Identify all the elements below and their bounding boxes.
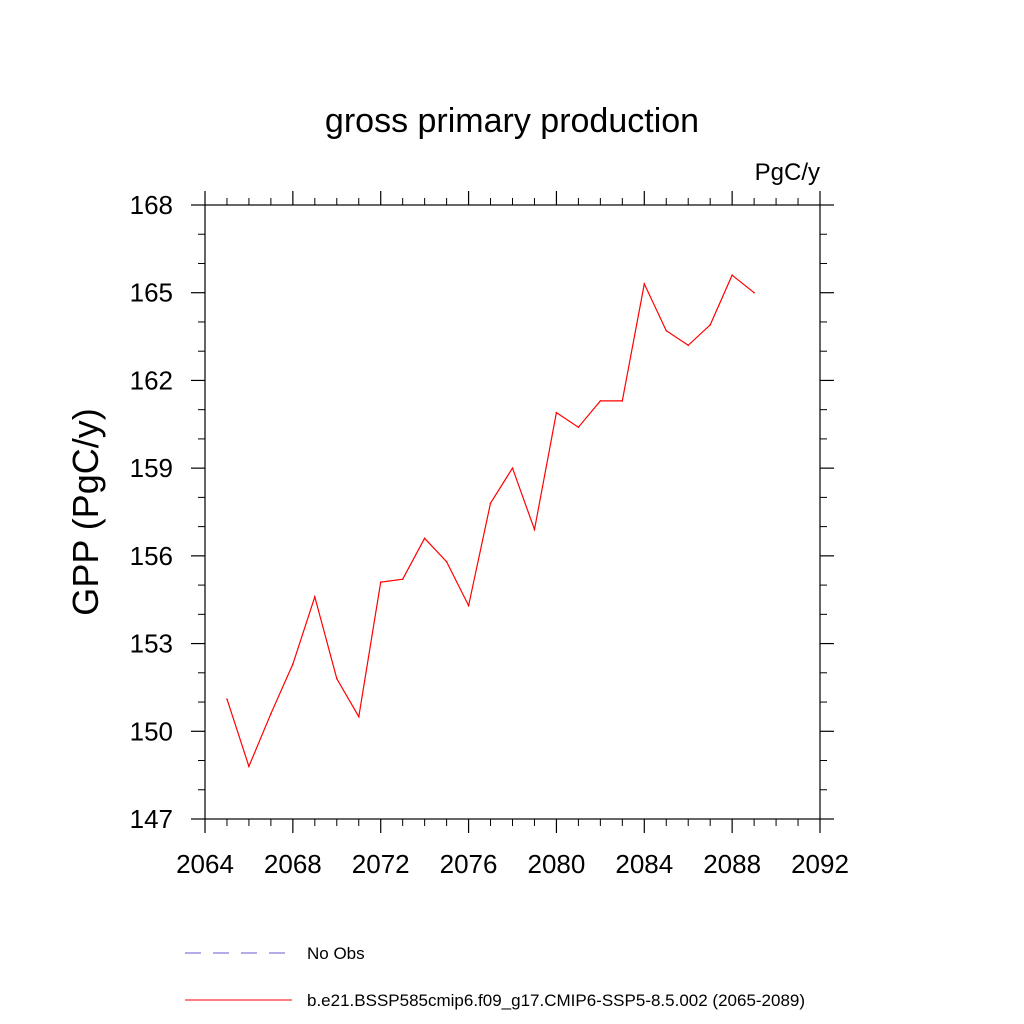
axis-ticks (191, 191, 834, 833)
data-point (709, 324, 711, 326)
series-layer (226, 274, 755, 769)
legend-label-0: No Obs (307, 944, 365, 963)
series-line-0 (226, 274, 755, 769)
data-point (379, 581, 382, 583)
x-tick-label: 2080 (528, 849, 586, 879)
data-point (357, 715, 360, 718)
data-point (445, 560, 448, 563)
y-tick-label: 150 (130, 716, 173, 746)
y-axis-label: GPP (PgC/y) (65, 408, 106, 615)
data-point (753, 291, 755, 294)
y-tick-label: 159 (130, 453, 173, 483)
y-tick-label: 156 (130, 541, 173, 571)
x-tick-label: 2088 (703, 849, 761, 879)
data-point (467, 604, 470, 607)
chart-title: gross primary production (325, 102, 699, 140)
data-point (621, 400, 624, 402)
y-tick-label: 153 (130, 629, 173, 659)
data-point (665, 329, 668, 332)
x-tick-label: 2092 (791, 849, 849, 879)
y-tick-label: 168 (130, 190, 173, 220)
data-point (599, 400, 602, 402)
units-label: PgC/y (755, 159, 820, 186)
data-point (687, 344, 690, 347)
data-point (577, 426, 580, 429)
legend-label-1: b.e21.BSSP585cmip6.f09_g17.CMIP6-SSP5-8.… (307, 991, 805, 1010)
x-tick-label: 2084 (615, 849, 673, 879)
x-tick-label: 2068 (264, 849, 322, 879)
data-point (423, 537, 426, 540)
data-point (511, 467, 514, 469)
data-point (335, 677, 338, 680)
data-point (270, 712, 272, 715)
x-tick-label: 2072 (352, 849, 410, 879)
axis-tick-labels: 2064 2068 2072 2076 2080 2084 2088 2092 147 150 15… (130, 190, 849, 879)
x-tick-label: 2064 (176, 849, 234, 879)
data-point (555, 411, 558, 414)
legend: No Obs b.e21.BSSP585cmip6.f09_g17.CMIP6-S… (185, 944, 805, 1010)
data-point (248, 765, 250, 768)
data-point (292, 663, 294, 665)
y-tick-label: 162 (130, 365, 173, 395)
data-point (401, 578, 404, 581)
plot-frame (204, 204, 821, 820)
data-point (226, 698, 228, 700)
data-point (643, 283, 646, 285)
data-point (533, 528, 536, 531)
data-point (314, 595, 316, 598)
data-point (489, 502, 492, 505)
y-tick-label: 165 (130, 278, 173, 308)
x-tick-label: 2076 (440, 849, 498, 879)
y-tick-label: 147 (130, 804, 173, 834)
data-point (731, 274, 733, 276)
